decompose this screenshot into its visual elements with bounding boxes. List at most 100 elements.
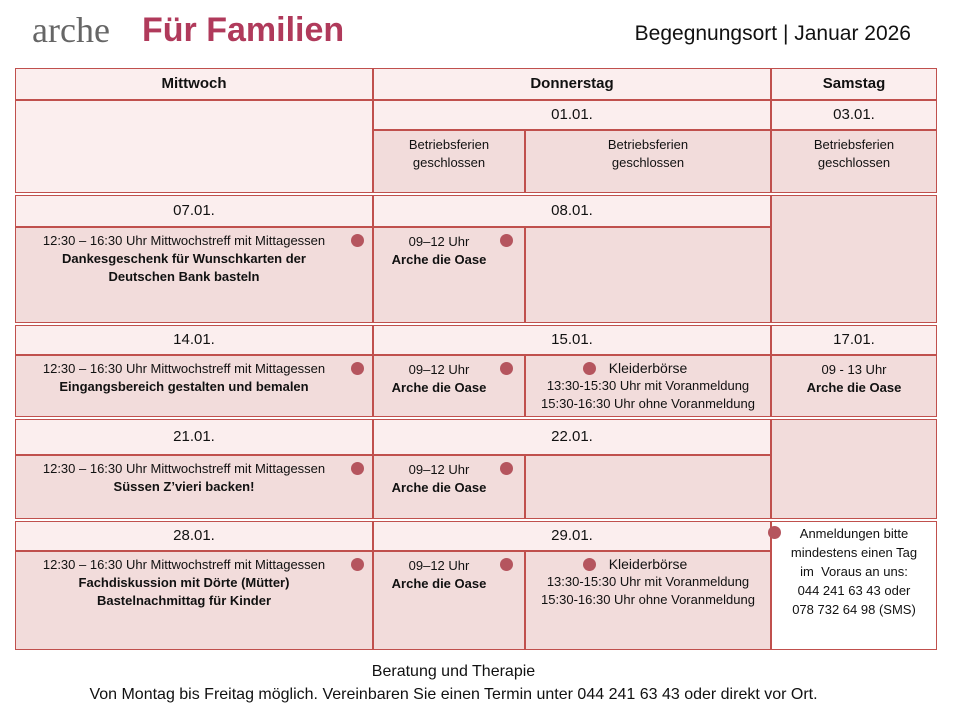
cell-line: Betriebsferien xyxy=(813,137,895,152)
cell-line: 13:30-15:30 Uhr mit Voranmeldung xyxy=(546,378,750,393)
note-line: mindestens einen Tag xyxy=(790,545,918,560)
cell xyxy=(771,355,937,417)
cell-line: 09–12 Uhr xyxy=(408,558,470,573)
date: 07.01. xyxy=(173,202,215,219)
cell xyxy=(771,130,937,193)
date: 03.01. xyxy=(833,106,875,123)
cell-line: Bastelnachmittag für Kinder xyxy=(96,593,272,608)
date: 21.01. xyxy=(173,428,215,445)
date: 29.01. xyxy=(551,527,593,544)
cell-line: 13:30-15:30 Uhr mit Voranmeldung xyxy=(546,574,750,589)
cell xyxy=(373,521,771,551)
cell-line: geschlossen xyxy=(412,155,486,170)
cell-line: Betriebsferien xyxy=(408,137,490,152)
date: 08.01. xyxy=(551,202,593,219)
cell xyxy=(15,551,373,650)
phone-icon xyxy=(500,362,513,375)
phone-icon xyxy=(351,234,364,247)
day-header: Mittwoch xyxy=(161,75,227,92)
cell-line: Dankesgeschenk für Wunschkarten der xyxy=(62,251,306,266)
phone-icon xyxy=(768,526,781,539)
brand: arche xyxy=(32,10,110,50)
subtitle: Begegnungsort | Januar 2026 xyxy=(634,22,911,45)
cell-line: Süssen Z’vieri backen! xyxy=(113,479,255,494)
cell xyxy=(771,325,937,355)
cell xyxy=(525,551,771,650)
cell-line: Betriebsferien xyxy=(607,137,689,152)
cell xyxy=(525,130,771,193)
date: 17.01. xyxy=(833,331,875,348)
cell-line: 09 - 13 Uhr xyxy=(821,362,887,377)
cell xyxy=(771,100,937,130)
time: 12:30 – 16:30 Uhr Mittwochstreff mit Mit… xyxy=(42,557,326,572)
cell xyxy=(525,227,771,323)
day-header: Samstag xyxy=(822,75,886,92)
cell-line: Arche die Oase xyxy=(806,380,902,395)
cell xyxy=(525,355,771,417)
date: 14.01. xyxy=(173,331,215,348)
cell xyxy=(373,227,525,323)
cell xyxy=(15,419,373,455)
cell-line: 09–12 Uhr xyxy=(408,362,470,377)
brand-bold: Für Familien xyxy=(142,11,345,49)
cell xyxy=(771,521,937,650)
cell-line: geschlossen xyxy=(817,155,891,170)
cell xyxy=(373,130,525,193)
cell xyxy=(373,195,771,227)
cell-line: Deutschen Bank basteln xyxy=(108,269,260,284)
cell xyxy=(373,455,525,519)
date: 15.01. xyxy=(551,331,593,348)
phone-icon xyxy=(351,362,364,375)
time: 12:30 – 16:30 Uhr Mittwochstreff mit Mit… xyxy=(42,233,326,248)
cell xyxy=(15,195,373,227)
cell-line: Eingangsbereich gestalten und bemalen xyxy=(59,379,309,394)
phone-icon xyxy=(500,234,513,247)
phone-icon xyxy=(583,362,596,375)
cell xyxy=(15,325,373,355)
date: 01.01. xyxy=(551,106,593,123)
date: 22.01. xyxy=(551,428,593,445)
cell-line: 09–12 Uhr xyxy=(408,234,470,249)
cell xyxy=(15,68,373,100)
cell xyxy=(373,325,771,355)
note-line: im Voraus an uns: xyxy=(800,564,908,579)
footer-title: Beratung und Therapie xyxy=(371,663,536,680)
cell-line: Arche die Oase xyxy=(391,252,487,267)
cell xyxy=(373,68,771,100)
phone-icon xyxy=(351,558,364,571)
cell-line: Arche die Oase xyxy=(391,380,487,395)
cell-line: 15:30-16:30 Uhr ohne Voranmeldung xyxy=(541,396,755,411)
cell xyxy=(771,195,937,323)
time: 12:30 – 16:30 Uhr Mittwochstreff mit Mit… xyxy=(42,461,326,476)
cell xyxy=(15,100,373,193)
phone-icon xyxy=(500,462,513,475)
cell-line: Arche die Oase xyxy=(391,576,487,591)
note-line: Anmeldungen bitte xyxy=(799,526,909,541)
note-line: 044 241 63 43 oder xyxy=(797,583,911,598)
cell xyxy=(373,419,771,455)
cell xyxy=(15,455,373,519)
cell-line: Kleiderbörse xyxy=(608,360,688,376)
cell xyxy=(15,355,373,417)
phone-icon xyxy=(351,462,364,475)
cell-line: geschlossen xyxy=(611,155,685,170)
note-line: 078 732 64 98 (SMS) xyxy=(792,602,916,617)
phone-icon xyxy=(583,558,596,571)
cell-line: Kleiderbörse xyxy=(608,556,688,572)
cell xyxy=(15,227,373,323)
cell-line: 15:30-16:30 Uhr ohne Voranmeldung xyxy=(541,592,755,607)
cell-line: Fachdiskussion mit Dörte (Mütter) xyxy=(78,575,290,590)
day-header: Donnerstag xyxy=(530,75,614,92)
cell xyxy=(373,100,771,130)
time: 12:30 – 16:30 Uhr Mittwochstreff mit Mit… xyxy=(42,361,326,376)
date: 28.01. xyxy=(173,527,215,544)
cell xyxy=(771,68,937,100)
cell xyxy=(525,455,771,519)
cell xyxy=(15,521,373,551)
cell xyxy=(373,551,525,650)
cell xyxy=(771,419,937,519)
cell-line: 09–12 Uhr xyxy=(408,462,470,477)
cell-line: Arche die Oase xyxy=(391,480,487,495)
cell xyxy=(373,355,525,417)
